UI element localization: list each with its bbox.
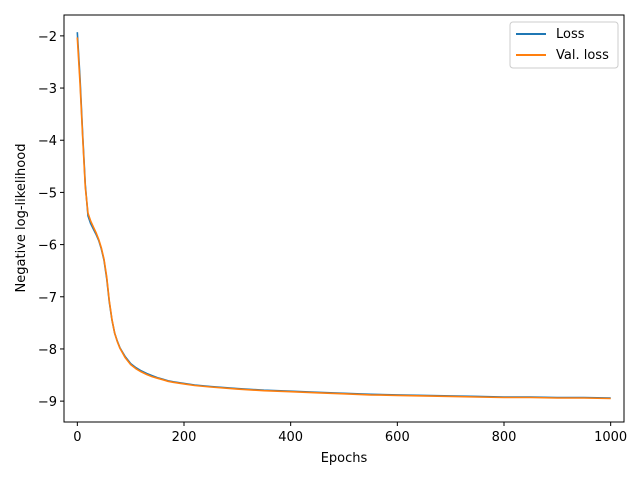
legend-label-loss: Loss (556, 27, 585, 42)
y-tick-label: −6 (38, 239, 57, 254)
y-tick-label: −4 (38, 134, 57, 149)
y-tick-label: −9 (38, 395, 57, 410)
plot-series (76, 32, 611, 400)
y-axis-label: Negative log-likelihood (14, 144, 29, 293)
x-axis-label: Epochs (321, 451, 368, 466)
x-axis: 0 200 400 600 800 1000 (73, 422, 627, 445)
y-tick-label: −7 (38, 291, 57, 306)
x-tick-label: 800 (492, 430, 517, 445)
series-line-val-loss (76, 37, 611, 400)
y-tick-label: −5 (38, 186, 57, 201)
legend: Loss Val. loss (509, 21, 619, 69)
x-tick-label: 600 (385, 430, 410, 445)
axes-frame (63, 14, 625, 423)
y-tick-label: −8 (38, 343, 57, 358)
x-tick-label: 0 (73, 430, 81, 445)
y-axis: −2 −3 −4 −5 −6 −7 −8 −9 (38, 30, 64, 410)
x-tick-label: 200 (172, 430, 197, 445)
y-tick-label: −3 (38, 82, 57, 97)
y-tick-label: −2 (38, 30, 57, 45)
x-tick-label: 1000 (594, 430, 627, 445)
legend-label-val-loss: Val. loss (556, 48, 609, 63)
x-tick-label: 400 (278, 430, 303, 445)
